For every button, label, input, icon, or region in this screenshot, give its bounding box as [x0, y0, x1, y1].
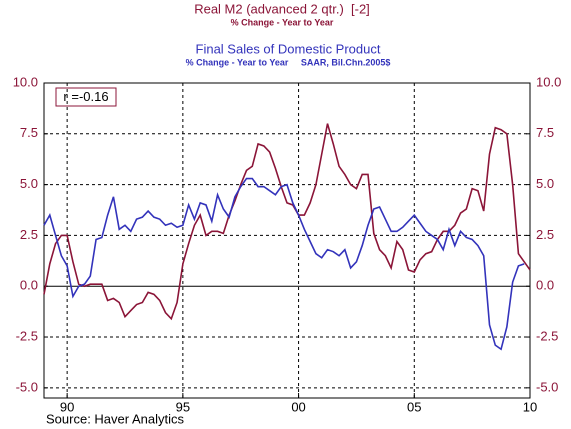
x-tick-label: 10 [523, 399, 537, 414]
y-tick-label: 2.5 [20, 227, 38, 242]
source: Source: Haver Analytics [46, 411, 185, 426]
y-tick-label: -2.5 [16, 328, 38, 343]
y2-tick-label: 5.0 [536, 176, 554, 191]
annotation: r =-0.16 [63, 89, 108, 104]
y-tick-label: 5.0 [20, 176, 38, 191]
y2-tick-label: -5.0 [536, 379, 558, 394]
y2-tick-label: 7.5 [536, 125, 554, 140]
y2-tick-label: -2.5 [536, 328, 558, 343]
series-line [43, 177, 525, 351]
plot-frame [43, 82, 531, 399]
x-tick-label: 05 [407, 399, 421, 414]
y-tick-label: 0.0 [20, 278, 38, 293]
x-tick-label: 00 [291, 399, 305, 414]
series-title: Real M2 (advanced 2 qtr.) [-2] [194, 1, 370, 16]
series-title: Final Sales of Domestic Product [196, 41, 381, 56]
annotation-box [55, 87, 117, 107]
y2-tick-label: 0.0 [536, 278, 554, 293]
y-tick-label: 7.5 [20, 125, 38, 140]
x-tick-label: 95 [176, 399, 190, 414]
x-tick-label: 90 [60, 399, 74, 414]
y2-tick-label: 2.5 [536, 227, 554, 242]
series-units: % Change - Year to Year [231, 17, 334, 27]
y-tick-label: 10.0 [13, 74, 38, 89]
y2-tick-label: 10.0 [536, 74, 561, 89]
y-tick-label: -5.0 [16, 379, 38, 394]
series-units: % Change - Year to Year SAAR, Bil.Chn.20… [186, 57, 391, 67]
